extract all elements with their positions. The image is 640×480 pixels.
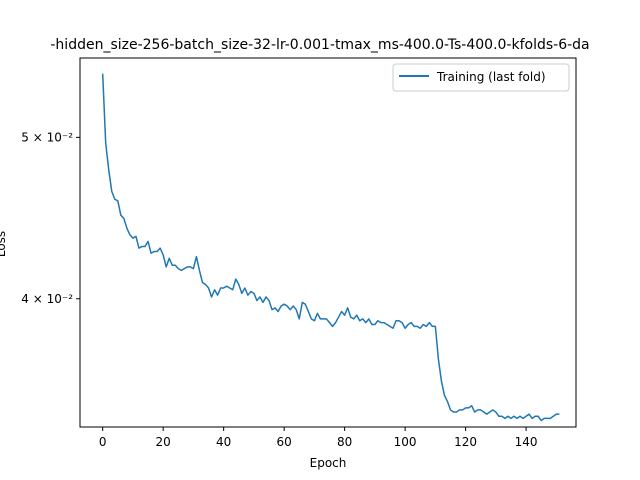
legend: Training (last fold) [392, 63, 570, 92]
x-tick-label: 120 [454, 435, 477, 449]
y-tick-label: 4 × 10⁻² [21, 292, 73, 306]
plot-frame [79, 57, 577, 428]
series-layer [101, 73, 560, 422]
x-tick-label: 140 [515, 435, 538, 449]
x-tick-label: 60 [277, 435, 292, 449]
y-tick-label: 5 × 10⁻² [21, 130, 73, 144]
x-tick-label: 100 [394, 435, 417, 449]
series-line-0 [101, 73, 560, 422]
x-axis-label: Epoch [310, 456, 347, 470]
y-axis-label: Loss [0, 231, 8, 257]
chart-title: -hidden_size-256-batch_size-32-lr-0.001-… [50, 37, 589, 53]
legend-label: Training (last fold) [436, 70, 546, 84]
axes-layer: 0 20 40 60 80 100 120 140 4 × 10⁻² 5 × 10⁻² [21, 57, 577, 449]
legend-frame [392, 63, 570, 92]
x-tick-label: 40 [216, 435, 231, 449]
x-tick-label: 0 [99, 435, 107, 449]
x-tick-label: 80 [337, 435, 352, 449]
x-tick-label: 20 [156, 435, 171, 449]
